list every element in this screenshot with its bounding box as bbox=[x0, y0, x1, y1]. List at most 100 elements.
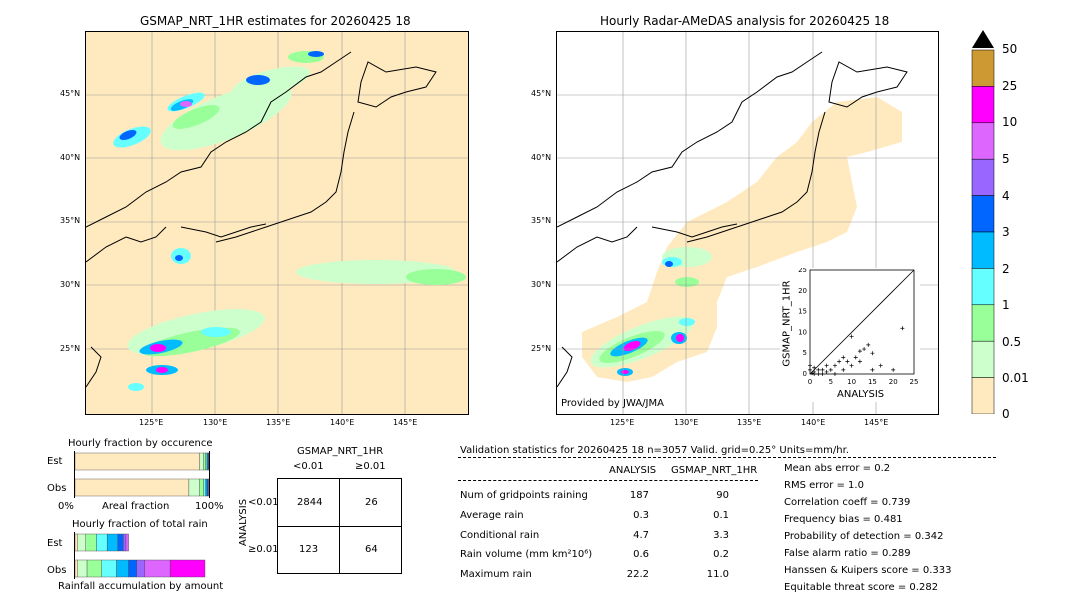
left-lon-140: 140°E bbox=[330, 418, 355, 427]
cbar-label-50: 50 bbox=[1002, 42, 1018, 56]
stat-gsmap-average: 0.1 bbox=[713, 510, 729, 521]
scatter-xtick: 5 bbox=[829, 378, 833, 386]
right-lon-140: 140°E bbox=[801, 418, 826, 427]
right-lon-130: 130°E bbox=[674, 418, 699, 427]
left-lat-35: 35°N bbox=[60, 216, 81, 225]
scatter-ytick: 5 bbox=[803, 349, 807, 357]
scatter-point bbox=[900, 326, 905, 331]
colorbar-segment bbox=[971, 304, 995, 342]
validation-col-gsmap: GSMAP_NRT_1HR bbox=[671, 465, 758, 476]
left-map bbox=[85, 31, 469, 415]
score-frequency-bias: Frequency bias = 0.481 bbox=[784, 514, 903, 525]
right-lat-35: 35°N bbox=[531, 216, 552, 225]
contingency-title: GSMAP_NRT_1HR bbox=[297, 446, 384, 457]
occurrence-axis-left: 0% bbox=[58, 501, 74, 512]
occurrence-bar-segment bbox=[203, 452, 206, 471]
validation-header: Validation statistics for 20260425 18 n=… bbox=[460, 445, 849, 456]
score-mae: Mean abs error = 0.2 bbox=[784, 463, 891, 474]
occurrence-bar-segment bbox=[74, 452, 200, 471]
scatter-point bbox=[857, 349, 862, 354]
stat-label-volume: Rain volume (mm km²10⁶) bbox=[460, 549, 593, 560]
colorbar-segment bbox=[971, 195, 995, 233]
contingency-cell-21: 123 bbox=[299, 544, 319, 555]
total-rain-bars bbox=[74, 532, 209, 579]
scatter-ytick: 10 bbox=[798, 328, 807, 336]
left-lon-135: 135°E bbox=[266, 418, 291, 427]
occurrence-est-label: Est bbox=[47, 456, 63, 467]
left-lat-30: 30°N bbox=[60, 280, 81, 289]
validation-col-analysis: ANALYSIS bbox=[609, 465, 657, 476]
scatter-point bbox=[824, 363, 829, 368]
occurrence-bar-segment bbox=[203, 478, 206, 497]
stat-gsmap-conditional: 3.3 bbox=[713, 530, 729, 541]
contingency-row2: ≥0.01 bbox=[248, 544, 279, 555]
scatter-point bbox=[820, 367, 825, 372]
scatter-point bbox=[816, 372, 821, 376]
stat-analysis-volume: 0.6 bbox=[633, 549, 649, 560]
scatter-point bbox=[837, 359, 842, 364]
total-rain-bar-segment bbox=[125, 533, 129, 552]
contingency-col1: <0.01 bbox=[293, 461, 324, 472]
right-lon-145: 145°E bbox=[864, 418, 889, 427]
scatter-point bbox=[849, 363, 854, 368]
total-rain-bar-segment bbox=[116, 559, 129, 578]
stat-label-conditional: Conditional rain bbox=[460, 530, 540, 541]
occurrence-bars bbox=[74, 451, 210, 498]
contingency-row1: <0.01 bbox=[248, 497, 279, 508]
cbar-label-2: 2 bbox=[1002, 262, 1010, 276]
total-rain-bar-segment bbox=[106, 533, 119, 552]
colorbar-svg bbox=[971, 30, 995, 415]
right-lat-40: 40°N bbox=[531, 153, 552, 162]
scatter-xtick: 10 bbox=[847, 378, 856, 386]
validation-col-divider bbox=[458, 480, 758, 481]
cbar-label-25: 25 bbox=[1002, 79, 1018, 93]
cbar-label-10: 10 bbox=[1002, 115, 1018, 129]
total-rain-bar-segment bbox=[74, 533, 78, 552]
right-lat-45: 45°N bbox=[531, 89, 552, 98]
left-lat-25: 25°N bbox=[60, 344, 81, 353]
scatter-ytick: 25 bbox=[798, 268, 807, 274]
contingency-cell-11: 2844 bbox=[297, 497, 323, 508]
cbar-label-3: 3 bbox=[1002, 225, 1010, 239]
stat-analysis-average: 0.3 bbox=[633, 510, 649, 521]
left-lat-40: 40°N bbox=[60, 153, 81, 162]
stat-label-maximum: Maximum rain bbox=[460, 569, 532, 580]
scatter-point bbox=[841, 367, 846, 372]
scatter-point bbox=[862, 347, 867, 352]
scatter-point bbox=[870, 351, 875, 356]
right-rain-field bbox=[590, 247, 712, 376]
stat-gsmap-volume: 0.2 bbox=[713, 549, 729, 560]
scatter-point bbox=[812, 372, 817, 376]
scatter-point bbox=[841, 355, 846, 360]
scatter-point bbox=[853, 355, 858, 360]
stat-analysis-conditional: 4.7 bbox=[633, 530, 649, 541]
scatter-xtick: 15 bbox=[868, 378, 877, 386]
left-map-title: GSMAP_NRT_1HR estimates for 20260425 18 bbox=[140, 14, 411, 28]
colorbar-segment bbox=[971, 86, 995, 124]
stat-analysis-gridpoints: 187 bbox=[629, 490, 649, 501]
score-correlation: Correlation coeff = 0.739 bbox=[784, 497, 911, 508]
scatter-xtick: 0 bbox=[808, 378, 812, 386]
total-rain-bar-segment bbox=[74, 559, 78, 578]
left-lon-130: 130°E bbox=[203, 418, 228, 427]
scatter-xlabel: ANALYSIS bbox=[837, 389, 885, 400]
total-rain-bar-segment bbox=[101, 559, 117, 578]
total-rain-title: Hourly fraction of total rain bbox=[72, 519, 208, 530]
scatter-xtick: 20 bbox=[889, 378, 898, 386]
colorbar-extend-arrow bbox=[972, 30, 994, 48]
colorbar-segment bbox=[971, 231, 995, 269]
total-rain-bar-segment bbox=[77, 533, 86, 552]
scatter-ytick: 0 bbox=[803, 370, 807, 378]
occurrence-bar-segment bbox=[199, 478, 204, 497]
scatter-point bbox=[870, 367, 875, 372]
contingency-grid bbox=[277, 478, 402, 574]
occurrence-title: Hourly fraction by occurence bbox=[68, 438, 213, 449]
occurrence-bar-segment bbox=[207, 478, 210, 497]
total-rain-bar-segment bbox=[123, 533, 127, 552]
occurrence-bar-segment bbox=[188, 478, 200, 497]
occurrence-bar-segment bbox=[74, 478, 190, 497]
right-lat-30: 30°N bbox=[531, 280, 552, 289]
left-lon-145: 145°E bbox=[393, 418, 418, 427]
occurrence-svg bbox=[74, 452, 210, 497]
right-lon-135: 135°E bbox=[737, 418, 762, 427]
